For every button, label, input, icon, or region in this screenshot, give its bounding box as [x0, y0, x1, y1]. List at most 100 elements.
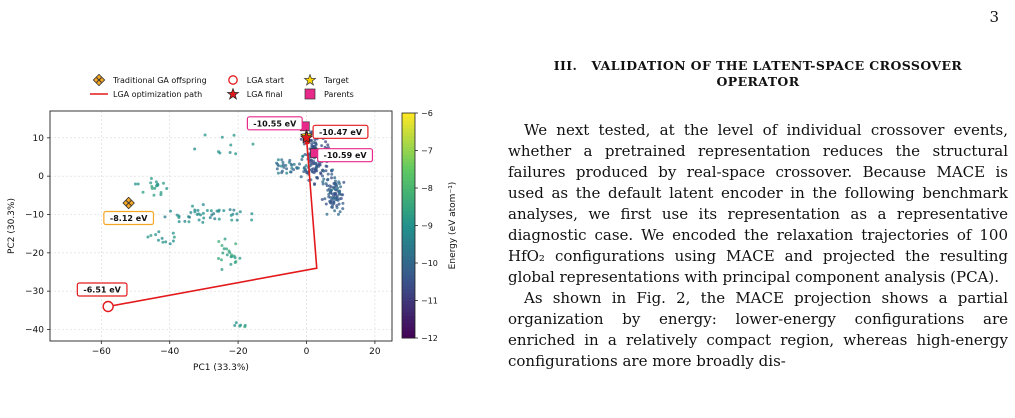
red-star-icon: [226, 88, 240, 100]
legend-label: LGA start: [246, 75, 285, 85]
x-axis-label: PC1 (33.3%): [193, 363, 249, 373]
scatter-point: [228, 208, 232, 212]
lga-final-label: -10.47 eV: [319, 128, 363, 137]
scatter-point: [324, 182, 328, 186]
scatter-point: [161, 240, 165, 244]
y-tick-label: 10: [33, 134, 45, 144]
scatter-point: [220, 244, 224, 248]
colorbar-segment: [402, 248, 415, 253]
section-title: VALIDATION OF THE LATENT-SPACE CROSSOVER…: [591, 58, 963, 89]
scatter-point: [324, 202, 328, 206]
scatter-point: [251, 142, 255, 146]
y-axis-label: PC2 (30.3%): [7, 198, 17, 254]
colorbar-segment: [402, 158, 415, 163]
scatter-point: [133, 182, 137, 186]
parent-label-box: [246, 116, 303, 131]
scatter-point: [316, 176, 320, 180]
scatter-point: [276, 171, 280, 175]
colorbar-segment: [402, 128, 415, 133]
colorbar-tick-label: −10: [421, 259, 438, 268]
colorbar-segment: [402, 165, 415, 170]
ga-offspring-label: -8.12 eV: [110, 214, 148, 223]
colorbar-segment: [402, 143, 415, 148]
lga-start-marker: [102, 300, 114, 313]
colorbar-segment: [402, 255, 415, 260]
colorbar-segment: [402, 244, 415, 249]
x-tick-label: −20: [229, 347, 248, 357]
scatter-point: [281, 160, 285, 164]
colorbar-segment: [402, 154, 415, 159]
scatter-point: [340, 193, 344, 197]
scatter-point: [329, 200, 333, 204]
scatter-point: [319, 172, 323, 176]
colorbar-segment: [402, 285, 415, 290]
colorbar-segment: [402, 199, 415, 204]
colorbar-segment: [402, 221, 415, 226]
scatter-point: [210, 213, 214, 217]
scatter-point: [330, 176, 334, 180]
scatter-point: [156, 238, 160, 242]
colorbar-segment: [402, 225, 415, 230]
scatter-point: [217, 217, 221, 221]
axes-frame: [49, 110, 393, 342]
colorbar-segment: [402, 233, 415, 238]
colorbar-segment: [402, 191, 415, 196]
scatter-point: [309, 158, 313, 162]
scatter-point: [234, 321, 238, 325]
scatter-point: [234, 242, 238, 246]
scatter-point: [217, 256, 221, 260]
scatter-point: [302, 166, 306, 170]
section-number: III.: [553, 58, 578, 73]
scatter-point: [325, 212, 329, 216]
scatter-point: [285, 167, 289, 171]
scatter-point: [328, 184, 332, 188]
colorbar-tick-label: −8: [421, 184, 433, 193]
scatter-point: [172, 235, 176, 239]
scatter-point: [153, 186, 157, 190]
colorbar-segment: [402, 131, 415, 136]
x-diamond-icon: [92, 74, 106, 86]
scatter-point: [154, 180, 158, 184]
scatter-point: [163, 215, 167, 219]
scatter-point: [317, 164, 321, 168]
scatter-point: [193, 147, 197, 151]
scatter-point: [220, 135, 224, 139]
scatter-point: [190, 204, 194, 208]
colorbar-segment: [402, 289, 415, 294]
scatter-point: [310, 142, 314, 146]
scatter-point: [203, 133, 207, 137]
scatter-point: [187, 220, 191, 224]
figure-2: Traditional GA offspring LGA start Targe…: [0, 0, 490, 418]
scatter-point: [321, 182, 325, 186]
scatter-point: [193, 210, 197, 214]
scatter-point: [243, 325, 247, 329]
scatter-point: [177, 220, 181, 224]
y-tick-label: −40: [25, 326, 44, 336]
colorbar-segment: [402, 195, 415, 200]
scatter-point: [230, 253, 234, 257]
colorbar-tick-label: −7: [421, 147, 433, 156]
scatter-point: [320, 198, 324, 202]
scatter-point: [321, 174, 325, 178]
colorbar-segment: [402, 161, 415, 166]
scatter-point: [284, 163, 288, 167]
scatter-point: [234, 152, 238, 156]
scatter-point: [329, 195, 333, 199]
y-tick-label: 0: [38, 172, 44, 182]
scatter-point: [338, 210, 342, 214]
colorbar-segment: [402, 113, 415, 118]
x-tick-label: 0: [304, 347, 310, 357]
scatter-point: [187, 215, 191, 219]
colorbar-segment: [402, 236, 415, 241]
scatter-point: [222, 209, 226, 213]
scatter-point: [232, 133, 236, 137]
y-tick-label: −10: [25, 211, 44, 221]
colorbar-segment: [402, 180, 415, 185]
scatter-point: [150, 186, 154, 190]
colorbar-segment: [402, 188, 415, 193]
scatter-point: [217, 240, 221, 244]
colorbar-segment: [402, 293, 415, 298]
scatter-point: [330, 205, 334, 209]
colorbar-segment: [402, 263, 415, 268]
ga-offspring-cross: [125, 200, 132, 206]
